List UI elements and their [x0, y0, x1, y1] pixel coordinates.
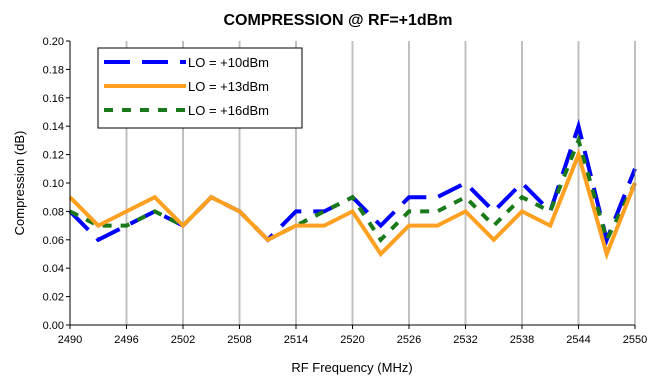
x-axis-label: RF Frequency (MHz) — [291, 360, 412, 375]
y-tick-label: 0.16 — [43, 93, 64, 105]
y-tick-label: 0.18 — [43, 64, 64, 76]
legend-label-2: LO = +13dBm — [188, 79, 269, 94]
x-tick-label: 2496 — [114, 334, 138, 346]
x-tick-label: 2508 — [227, 334, 251, 346]
x-tick-label: 2502 — [171, 334, 195, 346]
legend: LO = +10dBm LO = +13dBm LO = +16dBm — [97, 47, 303, 129]
x-tick-label: 2526 — [397, 334, 421, 346]
y-tick-labels: 0.00 0.02 0.04 0.06 0.08 0.10 0.12 0.14 0.16 0.18… — [43, 36, 70, 332]
y-tick-label: 0.06 — [43, 235, 64, 247]
y-tick-label: 0.04 — [43, 263, 64, 275]
x-tick-label: 2490 — [58, 334, 82, 346]
chart-title: COMPRESSION @ RF=+1dBm — [224, 12, 453, 29]
x-tick-label: 2550 — [623, 334, 647, 346]
y-tick-label: 0.10 — [43, 178, 64, 190]
y-tick-label: 0.08 — [43, 206, 64, 218]
y-tick-label: 0.20 — [43, 36, 64, 48]
x-tick-label: 2532 — [453, 334, 477, 346]
y-axis-label: Compression (dB) — [12, 131, 27, 236]
y-tick-label: 0.12 — [43, 150, 64, 162]
legend-label-1: LO = +10dBm — [188, 55, 269, 70]
x-tick-label: 2514 — [284, 334, 308, 346]
series-lines — [68, 119, 637, 261]
x-tick-labels: 2490 2496 2502 2508 2514 2520 2526 2532 2538 2544… — [58, 325, 647, 346]
legend-label-3: LO = +16dBm — [188, 103, 269, 118]
series-line-2 — [68, 148, 637, 261]
y-tick-label: 0.00 — [43, 320, 64, 332]
x-tick-label: 2544 — [566, 334, 590, 346]
x-tick-label: 2538 — [510, 334, 534, 346]
series-line-3 — [69, 134, 637, 246]
x-tick-label: 2520 — [340, 334, 364, 346]
y-tick-label: 0.02 — [43, 292, 64, 304]
y-tick-label: 0.14 — [43, 121, 64, 133]
